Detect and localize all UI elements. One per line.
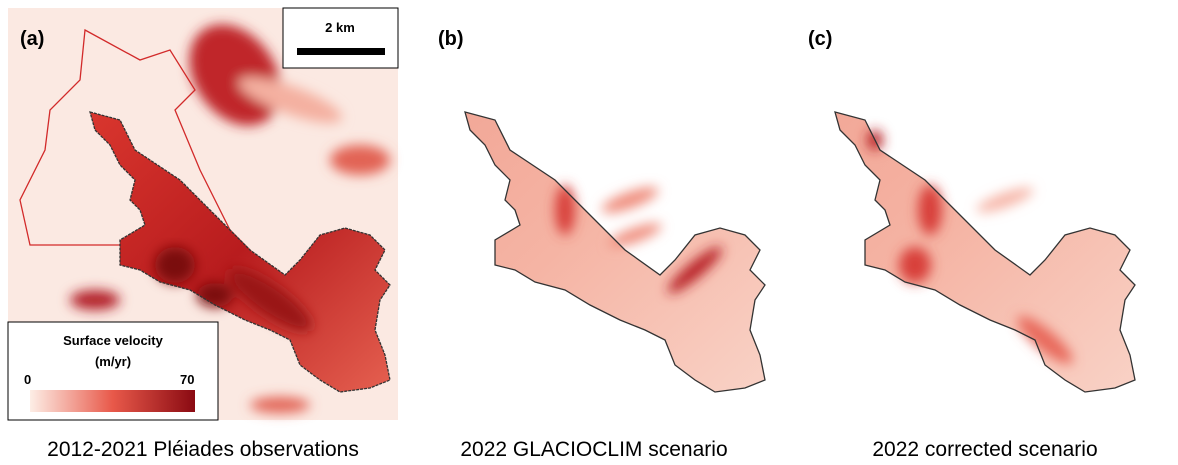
colorbar-title: Surface velocity [63,333,163,348]
panel-b-map [464,111,766,393]
colorbar-min: 0 [24,372,31,387]
scale-bar [297,48,385,55]
panel-caption: 2022 corrected scenario [872,438,1097,461]
velocity-cores [155,247,312,332]
panel-caption: 2012-2021 Pléiades observations [47,438,359,461]
scale-box [282,7,399,69]
velocity-patches [70,24,390,413]
panel-caption: 2022 GLACIOCLIM scenario [460,438,727,461]
scale-label: 2 km [325,20,355,35]
colorbar-max: 70 [180,372,194,387]
panel-c-map [834,111,1136,393]
colorbar [30,390,195,412]
panel-label: (a) [20,28,44,50]
panel-label: (c) [808,28,832,50]
colorbar-unit: (m/yr) [95,354,131,369]
panel-label: (b) [438,28,464,50]
